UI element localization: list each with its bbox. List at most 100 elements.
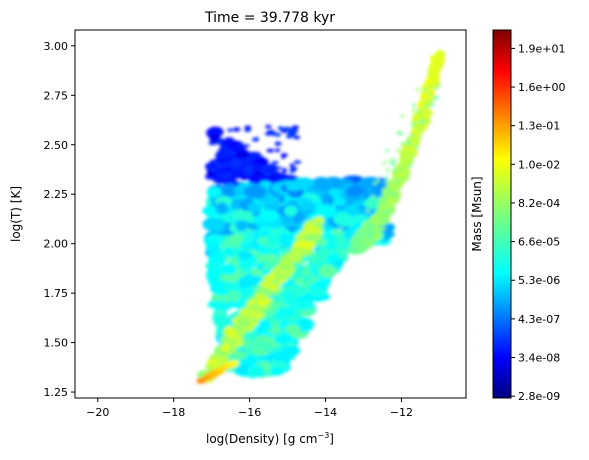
heatmap-cell bbox=[213, 177, 229, 184]
heatmap-cell bbox=[255, 164, 261, 170]
heatmap-cell bbox=[291, 125, 299, 130]
heatmap-cell bbox=[381, 226, 386, 230]
heatmap-cell bbox=[273, 334, 291, 345]
heatmap-cell bbox=[301, 240, 316, 250]
y-tick-label: 2.50 bbox=[44, 139, 69, 152]
heatmap-cell bbox=[283, 292, 297, 305]
x-axis-label-main: log(Density) [g cm bbox=[206, 432, 318, 446]
heatmap-cell bbox=[291, 166, 298, 171]
heatmap-cell bbox=[425, 110, 430, 114]
colorbar-tick-label: 4.3e-07 bbox=[518, 313, 560, 326]
colorbar-label: Mass [Msun] bbox=[470, 176, 484, 251]
heatmap-cell bbox=[435, 96, 440, 100]
heatmap-cell bbox=[345, 185, 364, 198]
heatmap-cell bbox=[429, 84, 433, 88]
heatmap-cell bbox=[363, 197, 382, 209]
heatmap-cell bbox=[380, 210, 389, 219]
heatmap-cell bbox=[389, 179, 394, 183]
heatmap-cell bbox=[269, 366, 285, 376]
heatmap-cell bbox=[226, 153, 233, 158]
x-tick-label: −14 bbox=[314, 406, 337, 419]
heatmap-cell bbox=[412, 138, 421, 146]
heatmap-cell bbox=[366, 209, 370, 213]
heatmap-cell bbox=[280, 345, 301, 356]
heatmap-cell bbox=[425, 98, 429, 102]
heatmap-cell bbox=[418, 135, 423, 139]
x-tick-label: −12 bbox=[390, 406, 413, 419]
y-axis-label: log(T) [K] bbox=[9, 186, 23, 242]
heatmap-cell bbox=[385, 168, 390, 172]
heatmap-density bbox=[196, 49, 446, 384]
heatmap-cell bbox=[289, 163, 295, 168]
heatmap-cell bbox=[385, 189, 390, 193]
heatmap-cell bbox=[311, 176, 332, 191]
heatmap-cell bbox=[396, 131, 401, 135]
heatmap-cell bbox=[373, 182, 377, 185]
heatmap-cell bbox=[414, 145, 418, 149]
heatmap-cell bbox=[206, 243, 222, 256]
heatmap-cell bbox=[250, 339, 269, 350]
heatmap-cell bbox=[209, 163, 216, 168]
heatmap-cell bbox=[266, 232, 281, 246]
heatmap-cell bbox=[207, 300, 228, 309]
colorbar-tick-label: 3.4e-08 bbox=[518, 352, 560, 365]
colorbar-tick-label: 8.2e-04 bbox=[518, 197, 560, 210]
heatmap-cell bbox=[430, 80, 441, 89]
colorbar-tick-label: 1.9e+01 bbox=[518, 42, 565, 55]
x-axis-label-exponent: −3 bbox=[318, 431, 330, 440]
heatmap-cell bbox=[292, 129, 299, 134]
heatmap-cell bbox=[272, 351, 286, 363]
y-tick-label: 1.75 bbox=[44, 287, 69, 300]
y-axis-ticks: 1.25 1.50 1.75 2.00 2.25 2.50 2.75 3.00 bbox=[44, 40, 75, 399]
colorbar-tick-label: 1.0e-02 bbox=[518, 158, 560, 171]
heatmap-cell bbox=[222, 263, 237, 275]
y-tick-label: 2.75 bbox=[44, 89, 69, 102]
y-tick-label: 2.00 bbox=[44, 238, 69, 251]
heatmap-cell bbox=[280, 264, 292, 272]
heatmap-cell bbox=[284, 324, 301, 334]
heatmap-cell bbox=[255, 288, 267, 295]
heatmap-cell bbox=[434, 86, 438, 90]
heatmap-cell bbox=[275, 166, 283, 170]
heatmap-cell bbox=[393, 168, 397, 172]
heatmap-cell bbox=[271, 161, 279, 165]
heatmap-cell bbox=[215, 202, 229, 215]
heatmap-cell bbox=[381, 202, 394, 210]
heatmap-cell bbox=[229, 360, 240, 365]
heatmap-cell bbox=[237, 250, 253, 260]
heatmap-cell bbox=[226, 128, 235, 132]
heatmap-cell bbox=[385, 149, 389, 152]
heatmap-cell bbox=[408, 164, 412, 168]
heatmap-cell bbox=[299, 201, 316, 211]
heatmap-cell bbox=[244, 144, 250, 148]
heatmap-cell bbox=[333, 197, 347, 207]
heatmap-cell bbox=[433, 58, 442, 65]
heatmap-cell bbox=[244, 128, 252, 132]
heatmap-cell bbox=[424, 105, 429, 109]
heatmap-cell bbox=[333, 212, 353, 226]
colorbar-tick-label: 2.8e-09 bbox=[518, 390, 560, 403]
heatmap-cell bbox=[279, 273, 293, 279]
heatmap-cell bbox=[231, 209, 253, 222]
heatmap-cell bbox=[427, 68, 437, 78]
heatmap-cell bbox=[205, 269, 220, 281]
colorbar bbox=[492, 29, 512, 399]
heatmap-cell bbox=[427, 92, 432, 96]
heatmap-cell bbox=[392, 158, 397, 162]
heatmap-cell bbox=[243, 185, 266, 199]
heatmap-cell bbox=[256, 300, 268, 307]
heatmap-cell bbox=[286, 134, 293, 139]
heatmap-cell bbox=[266, 130, 273, 135]
heatmap-cell bbox=[407, 141, 411, 145]
heatmap-cell bbox=[245, 309, 259, 318]
heatmap-cell bbox=[255, 152, 261, 157]
heatmap-cell bbox=[366, 236, 371, 240]
y-tick-label: 2.25 bbox=[44, 188, 69, 201]
heatmap-cell bbox=[262, 253, 278, 263]
heatmap-cell bbox=[229, 158, 243, 169]
x-tick-label: −16 bbox=[238, 406, 261, 419]
heatmap-cell bbox=[366, 229, 376, 237]
heatmap-cell bbox=[436, 83, 441, 87]
heatmap-cell bbox=[238, 276, 252, 290]
heatmap-cell bbox=[244, 125, 252, 130]
